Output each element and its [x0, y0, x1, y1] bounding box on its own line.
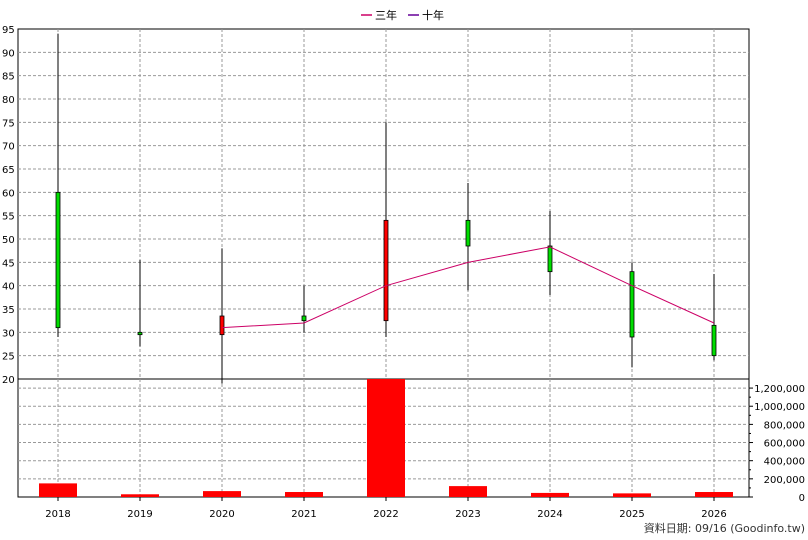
candle-body [383, 219, 389, 322]
volume-y-tick-label: 800,000 [764, 420, 805, 431]
three-year-average-line [221, 246, 715, 329]
x-tick-label: 2020 [209, 509, 234, 520]
volume-bar [695, 492, 733, 497]
volume-bar [285, 492, 323, 497]
candle-body [711, 324, 717, 357]
x-tick-label: 2024 [537, 509, 562, 520]
x-axis: 2018 2019 2020 2021 2022 2023 2024 2025 2026 [45, 497, 727, 520]
price-y-tick-label: 50 [2, 235, 15, 246]
candle-body [55, 191, 61, 329]
price-y-tick-label: 20 [2, 375, 15, 386]
price-y-tick-label: 75 [2, 118, 15, 129]
volume-y-axis: 0 200,000 400,000 600,000 800,000 1,000,000 1,… [749, 384, 805, 504]
volume-y-tick-label: 1,000,000 [754, 402, 805, 413]
price-y-tick-label: 35 [2, 305, 15, 316]
x-tick-label: 2021 [291, 509, 316, 520]
candle-body [219, 315, 225, 336]
volume-bar [121, 494, 159, 497]
candlesticks [55, 33, 717, 384]
x-tick-label: 2022 [373, 509, 398, 520]
candle-body [137, 331, 143, 336]
price-plot-frame [17, 28, 750, 380]
price-y-tick-label: 80 [2, 95, 15, 106]
x-tick-label: 2019 [127, 509, 152, 520]
x-tick-label: 2026 [701, 509, 726, 520]
price-y-tick-label: 45 [2, 258, 15, 269]
volume-bar [449, 486, 487, 497]
volume-bar [203, 491, 241, 497]
price-y-tick-label: 70 [2, 142, 15, 153]
volume-bars [39, 379, 733, 497]
volume-y-tick-label: 0 [799, 493, 805, 504]
volume-bar [367, 379, 405, 497]
legend: 三年 十年 [361, 8, 444, 22]
price-y-tick-label: 60 [2, 188, 15, 199]
volume-y-tick-label: 1,200,000 [754, 384, 805, 395]
price-y-tick-label: 30 [2, 328, 15, 339]
price-y-tick-label: 85 [2, 72, 15, 83]
price-y-tick-label: 95 [2, 25, 15, 36]
volume-y-tick-label: 200,000 [764, 475, 805, 486]
volume-bar [39, 483, 77, 497]
candle-body [629, 271, 635, 338]
price-y-tick-label: 25 [2, 352, 15, 363]
price-y-tick-label: 40 [2, 282, 15, 293]
candle-body [465, 219, 471, 247]
legend-label-10y: 十年 [422, 8, 444, 22]
volume-y-tick-label: 400,000 [764, 457, 805, 468]
candle-body [547, 245, 553, 273]
x-tick-label: 2018 [45, 509, 70, 520]
footer-source: 資料日期: 09/16 (Goodinfo.tw) [644, 521, 805, 535]
x-tick-label: 2023 [455, 509, 480, 520]
candle-body [301, 315, 307, 322]
x-tick-label: 2025 [619, 509, 644, 520]
volume-bar [531, 492, 569, 497]
volume-y-tick-label: 600,000 [764, 439, 805, 450]
volume-bar [613, 493, 651, 497]
legend-label-3y: 三年 [375, 8, 397, 22]
price-y-tick-label: 65 [2, 165, 15, 176]
price-y-axis: 20 25 30 35 40 45 50 55 60 65 70 75 80 85 90 95 [2, 25, 15, 386]
price-y-tick-label: 90 [2, 48, 15, 59]
price-y-tick-label: 55 [2, 212, 15, 223]
